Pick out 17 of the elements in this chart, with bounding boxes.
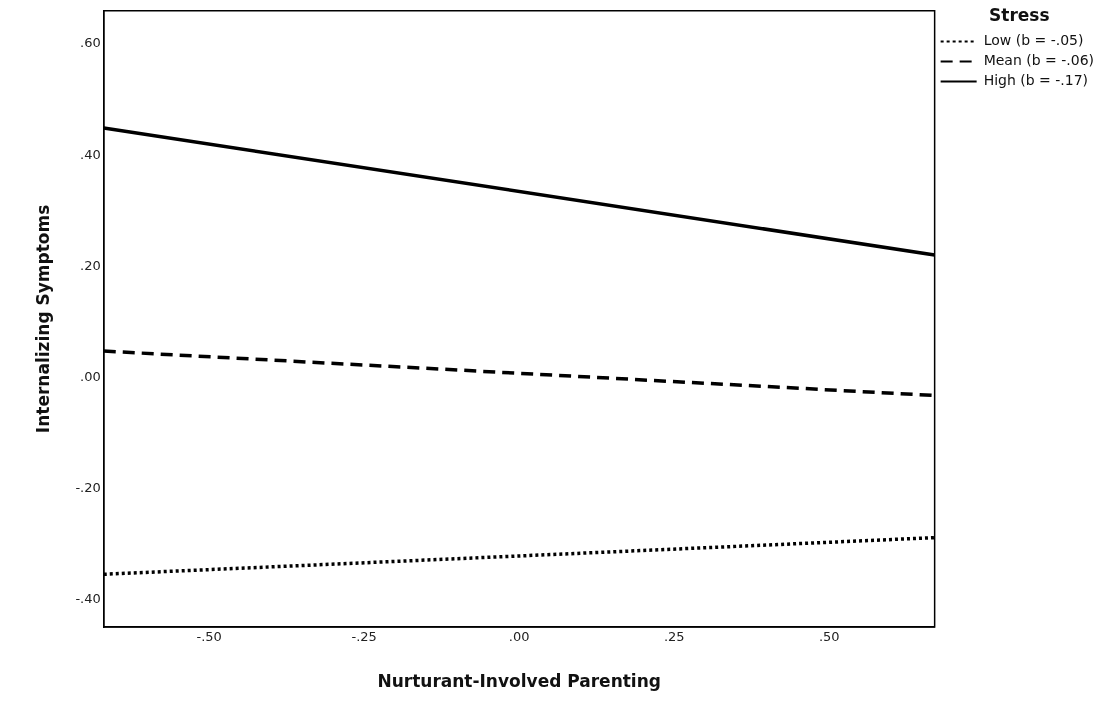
y-axis-title: Internalizing Symptoms bbox=[32, 204, 53, 434]
y-tick-label: -.20 bbox=[75, 479, 101, 495]
legend-label: Mean (b = -.06) bbox=[983, 52, 1095, 69]
x-axis-title: Nurturant-Involved Parenting bbox=[377, 671, 661, 692]
y-tick-label: -.40 bbox=[75, 590, 101, 606]
y-tick-label: .60 bbox=[80, 35, 101, 51]
x-tick-label: -.50 bbox=[196, 629, 222, 645]
x-tick-label: .50 bbox=[818, 629, 840, 645]
x-tick-label: .25 bbox=[663, 629, 685, 645]
legend-label: High (b = -.17) bbox=[983, 72, 1089, 89]
x-tick-label: .00 bbox=[508, 629, 530, 645]
x-tick-label: -.25 bbox=[351, 629, 377, 645]
y-tick-label: .20 bbox=[80, 257, 101, 273]
legend-label: Low (b = -.05) bbox=[983, 32, 1084, 49]
y-tick-label: .40 bbox=[80, 146, 101, 162]
legend-title: Stress bbox=[989, 4, 1050, 25]
y-tick-label: .00 bbox=[80, 368, 101, 384]
